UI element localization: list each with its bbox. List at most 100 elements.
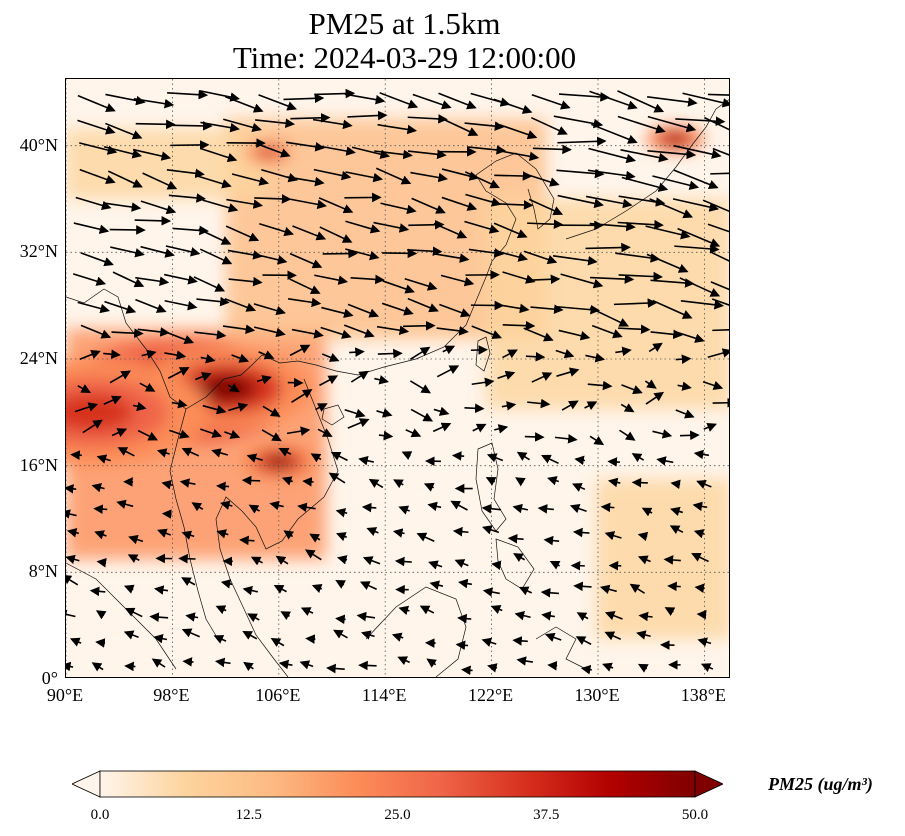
wind-arrow: [490, 605, 503, 614]
wind-arrow: [228, 276, 263, 287]
wind-arrow: [647, 149, 697, 160]
wind-arrow: [167, 89, 209, 100]
wind-arrow: [281, 476, 293, 486]
wind-arrow: [74, 402, 99, 413]
wind-arrow: [516, 656, 534, 666]
wind-arrow: [702, 380, 724, 391]
wind-arrow: [283, 530, 295, 540]
wind-arrow: [607, 477, 621, 488]
wind-arrow: [541, 611, 555, 621]
wind-arrow: [432, 422, 452, 433]
lon-tick-label: 90°E: [46, 685, 84, 705]
coastline-borneo: [365, 586, 467, 677]
wind-arrow: [707, 93, 729, 96]
wind-arrow: [472, 423, 487, 433]
wind-arrow: [693, 449, 710, 460]
wind-arrow: [310, 453, 322, 463]
wind-arrow: [278, 659, 293, 670]
wind-arrow: [516, 451, 530, 461]
wind-arrow: [314, 274, 349, 285]
wind-arrow: [677, 227, 721, 248]
wind-arrow: [620, 149, 669, 163]
wind-arrow: [712, 329, 729, 332]
wind-arrow: [499, 123, 538, 140]
wind-arrow: [124, 661, 136, 672]
wind-arrow: [641, 507, 653, 517]
wind-arrow: [256, 375, 272, 385]
wind-arrow: [91, 662, 104, 672]
lon-tick-label: 130°E: [574, 685, 620, 705]
wind-arrow: [82, 419, 103, 434]
wind-arrow: [243, 661, 254, 672]
wind-arrow: [181, 530, 195, 540]
wind-arrow: [401, 451, 413, 461]
wind-arrow: [669, 525, 684, 535]
wind-arrow: [94, 530, 107, 540]
wind-arrow: [407, 297, 439, 313]
wind-arrow: [181, 577, 196, 587]
wind-arrow: [523, 327, 554, 342]
lon-tick-label: 114°E: [361, 685, 407, 705]
lat-tick-label: 0°: [41, 668, 58, 688]
wind-arrow: [103, 349, 121, 359]
wind-arrow: [464, 121, 505, 131]
wind-arrow: [409, 380, 432, 394]
wind-arrow: [382, 280, 415, 294]
wind-arrow: [91, 483, 105, 493]
wind-arrow: [450, 500, 468, 511]
wind-arrow: [617, 115, 666, 134]
wind-arrow: [164, 273, 198, 285]
wind-arrow: [194, 330, 227, 340]
wind-arrow: [569, 504, 587, 514]
wind-arrow: [224, 297, 257, 312]
wind-arrow: [514, 611, 531, 621]
wind-arrow: [680, 299, 725, 310]
wind-arrow: [556, 304, 601, 315]
wind-arrow: [647, 115, 697, 133]
wind-arrow: [231, 353, 250, 363]
wind-arrow: [675, 116, 726, 126]
wind-arrow: [515, 477, 526, 487]
wind-arrow: [379, 92, 419, 109]
wind-arrow: [151, 658, 166, 668]
wind-arrow: [347, 418, 370, 429]
wind-arrow: [185, 612, 199, 622]
wind-arrow: [103, 395, 122, 405]
wind-arrow: [167, 367, 190, 379]
wind-arrow: [441, 196, 478, 211]
wind-arrow: [181, 628, 201, 638]
wind-arrow: [391, 632, 404, 642]
wind-arrow: [321, 306, 354, 318]
wind-arrow: [541, 454, 559, 465]
wind-arrow: [403, 320, 436, 331]
wind-arrow: [350, 274, 385, 285]
wind-arrow: [491, 560, 502, 571]
wind-arrow: [482, 525, 500, 535]
wind-arrow: [397, 656, 411, 666]
wind-arrow: [112, 271, 145, 288]
wind-arrow: [374, 375, 389, 385]
wind-arrow: [585, 242, 631, 253]
wind-arrow: [328, 472, 346, 484]
wind-arrow: [377, 123, 417, 135]
wind-arrow: [537, 504, 554, 514]
wind-arrow: [333, 629, 348, 639]
wind-arrow: [111, 328, 144, 338]
wind-arrow: [345, 171, 383, 183]
wind-arrow: [604, 611, 623, 621]
wind-arrow: [531, 93, 571, 110]
wind-arrow: [513, 553, 526, 563]
wind-arrow: [588, 147, 637, 164]
colorbar-extend-max: [694, 770, 724, 798]
wind-arrow: [280, 611, 292, 621]
wind-arrow: [607, 457, 621, 467]
wind-arrow: [179, 478, 196, 488]
wind-arrow: [345, 220, 381, 234]
wind-arrow: [66, 484, 77, 494]
wind-arrow: [133, 97, 175, 109]
wind-arrow: [211, 448, 229, 458]
wind-arrow: [104, 202, 142, 212]
wind-arrow: [416, 532, 435, 542]
wind-arrow: [227, 249, 263, 260]
wind-arrow: [75, 196, 112, 211]
